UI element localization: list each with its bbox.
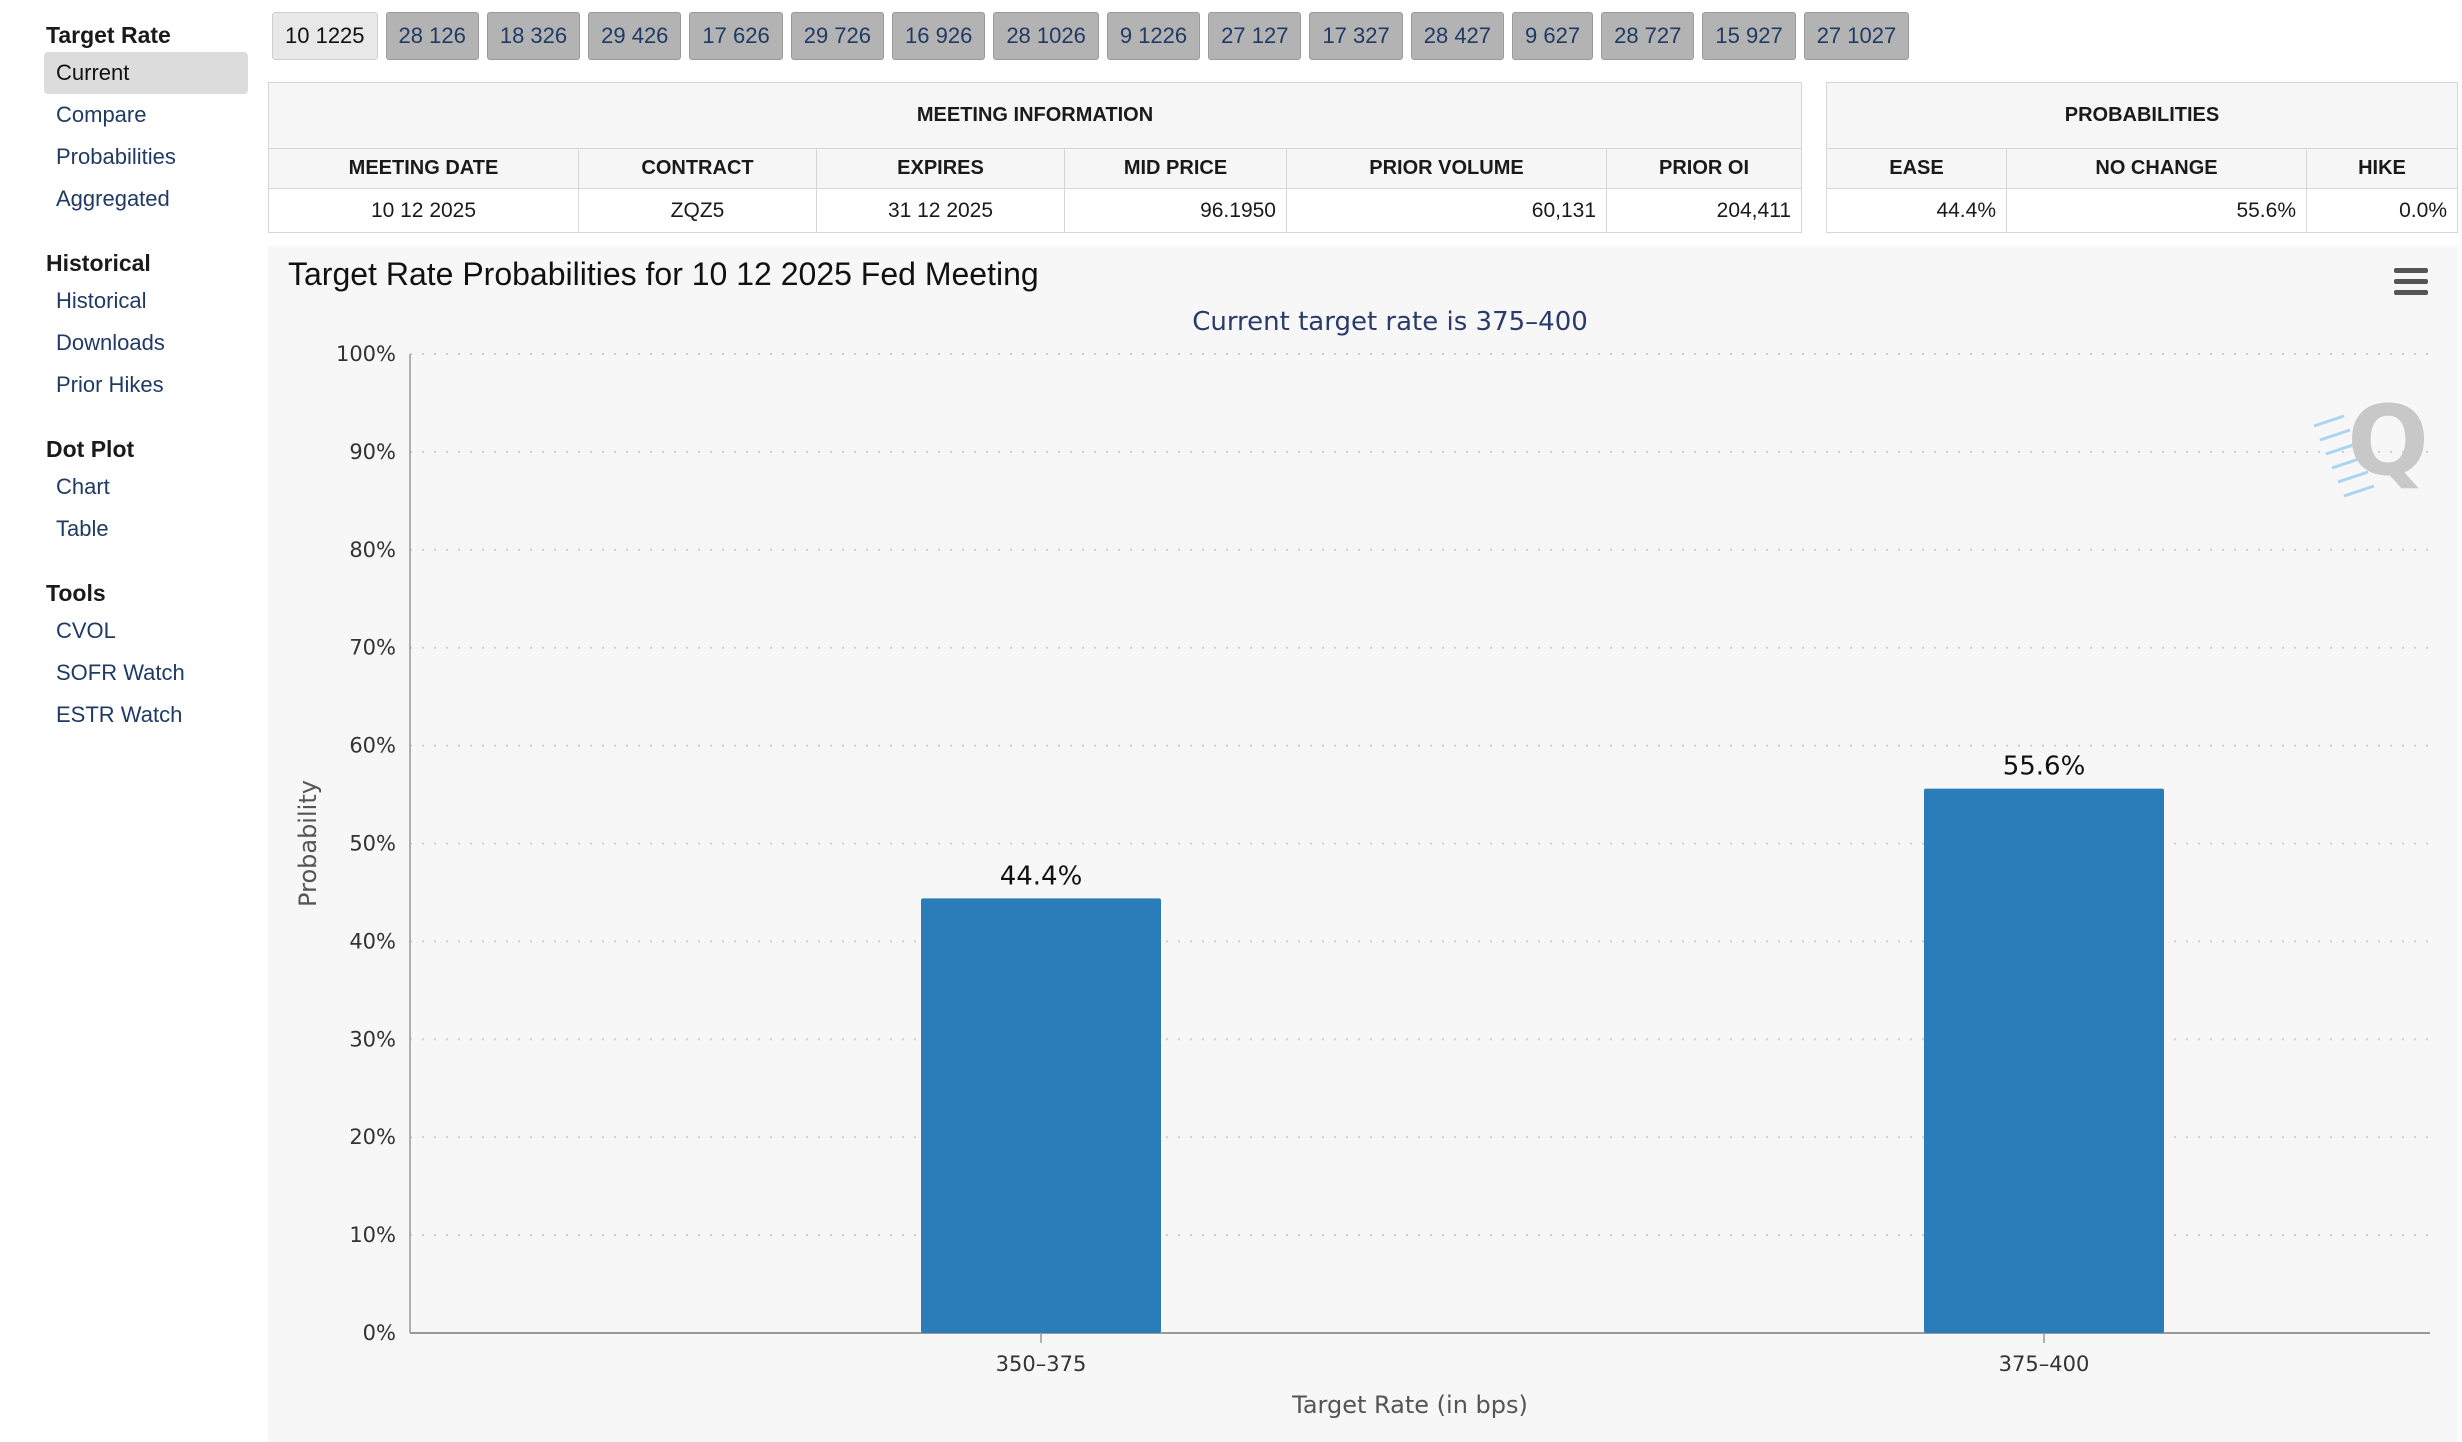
sidebar-heading: Target Rate (46, 22, 171, 48)
hike-value: 0.0% (2306, 188, 2458, 233)
y-tick-label: 80% (349, 538, 396, 562)
contract-value: ZQZ5 (578, 188, 817, 233)
meeting-date-value: 10 12 2025 (268, 188, 579, 233)
sidebar-item-prior-hikes[interactable]: Prior Hikes (56, 372, 164, 397)
expires-value: 31 12 2025 (816, 188, 1065, 233)
sidebar-item-sofr-watch[interactable]: SOFR Watch (56, 660, 185, 685)
tab-meeting-17-626[interactable]: 17 626 (689, 12, 783, 60)
sidebar-item-probabilities[interactable]: Probabilities (56, 144, 176, 169)
header-prior-oi: PRIOR OI (1606, 148, 1802, 189)
y-tick-label: 50% (349, 832, 396, 856)
probabilities-title: PROBABILITIES (1826, 82, 2458, 149)
sidebar-item-downloads[interactable]: Downloads (56, 330, 165, 355)
sidebar-group-dot-plot: Dot Plot Chart Table (44, 432, 248, 550)
sidebar-item-estr-watch[interactable]: ESTR Watch (56, 702, 183, 727)
header-no-change: NO CHANGE (2006, 148, 2307, 189)
bar-data-label: 44.4% (1000, 861, 1083, 891)
tab-meeting-9-1226[interactable]: 9 1226 (1106, 12, 1201, 60)
x-tick-label: 350–375 (996, 1352, 1087, 1376)
x-tick-label: 375–400 (1999, 1352, 2090, 1376)
tab-meeting-9-627[interactable]: 9 627 (1512, 12, 1594, 60)
y-tick-label: 70% (349, 636, 396, 660)
sidebar-item-historical[interactable]: Historical (56, 288, 147, 313)
y-tick-label: 100% (336, 342, 396, 366)
header-contract: CONTRACT (578, 148, 817, 189)
mid-price-value: 96.1950 (1064, 188, 1287, 233)
tab-meeting-27-1027[interactable]: 27 1027 (1803, 12, 1910, 60)
y-tick-label: 90% (349, 440, 396, 464)
tab-meeting-28-727[interactable]: 28 727 (1601, 12, 1695, 60)
meeting-information-table: MEETING INFORMATION MEETING DATE CONTRAC… (268, 82, 1802, 233)
probabilities-table: PROBABILITIES EASE NO CHANGE HIKE 44.4% … (1826, 82, 2458, 233)
watermark-letter: Q (2347, 385, 2429, 497)
bar-375-400 (1924, 788, 2164, 1333)
y-tick-label: 60% (349, 734, 396, 758)
tab-meeting-29-726[interactable]: 29 726 (790, 12, 885, 60)
bar-data-label: 55.6% (2003, 752, 2086, 782)
y-tick-label: 30% (349, 1027, 396, 1051)
sidebar-heading: Dot Plot (46, 436, 135, 462)
prior-oi-value: 204,411 (1606, 188, 1802, 233)
tab-meeting-17-327[interactable]: 17 327 (1309, 12, 1403, 60)
y-axis-title: Probability (294, 780, 322, 907)
ease-value: 44.4% (1826, 188, 2007, 233)
bar-350-375 (921, 898, 1161, 1333)
sidebar-item-current[interactable]: Current (44, 52, 248, 94)
header-hike: HIKE (2306, 148, 2458, 189)
y-tick-label: 20% (349, 1125, 396, 1149)
sidebar-group-historical: Historical Historical Downloads Prior Hikes (44, 246, 248, 406)
x-axis-title: Target Rate (in bps) (1291, 1391, 1528, 1419)
sidebar: Target Rate Current Compare Probabilities Ag… (44, 18, 248, 762)
tab-meeting-29-426[interactable]: 29 426 (588, 12, 682, 60)
meeting-information-title: MEETING INFORMATION (268, 82, 1802, 149)
tab-meeting-18-326[interactable]: 18 326 (486, 12, 581, 60)
sidebar-group-tools: Tools CVOL SOFR Watch ESTR Watch (44, 576, 248, 736)
header-meeting-date: MEETING DATE (268, 148, 579, 189)
y-tick-label: 0% (363, 1321, 396, 1345)
sidebar-item-compare[interactable]: Compare (56, 102, 147, 127)
chart-subtitle: Current target rate is 375–400 (1192, 307, 1588, 337)
watermark-logo: Q (2313, 385, 2429, 498)
prior-volume-value: 60,131 (1286, 188, 1607, 233)
no-change-value: 55.6% (2006, 188, 2307, 233)
chart-panel: Current target rate is 375–400 0% 10% 20% 30… (268, 246, 2458, 1442)
header-expires: EXPIRES (816, 148, 1065, 189)
y-tick-label: 40% (349, 929, 396, 953)
table-row: 44.4% 55.6% 0.0% (1826, 188, 2458, 233)
tab-meeting-28-1026[interactable]: 28 1026 (993, 12, 1099, 60)
tab-meeting-16-926[interactable]: 16 926 (892, 12, 986, 60)
table-row: 10 12 2025 ZQZ5 31 12 2025 96.1950 60,13… (268, 188, 1802, 233)
y-tick-label: 10% (349, 1223, 396, 1247)
sidebar-item-table[interactable]: Table (56, 516, 109, 541)
sidebar-item-aggregated[interactable]: Aggregated (56, 186, 170, 211)
chart-menu-icon[interactable] (2394, 268, 2428, 298)
sidebar-heading: Tools (46, 580, 106, 606)
tab-meeting-10-1225[interactable]: 10 1225 (272, 12, 378, 60)
tab-meeting-28-126[interactable]: 28 126 (385, 12, 479, 60)
tab-meeting-15-927[interactable]: 15 927 (1702, 12, 1796, 60)
sidebar-item-cvol[interactable]: CVOL (56, 618, 116, 643)
sidebar-heading: Historical (46, 250, 151, 276)
sidebar-item-chart[interactable]: Chart (56, 474, 110, 499)
chart-title: Target Rate Probabilities for 10 12 2025… (288, 256, 1039, 292)
header-mid-price: MID PRICE (1064, 148, 1287, 189)
tab-meeting-27-127[interactable]: 27 127 (1208, 12, 1302, 60)
meeting-date-tabs: 10 1225 28 126 18 326 29 426 17 626 29 726 16 … (272, 12, 1910, 60)
header-ease: EASE (1826, 148, 2007, 189)
sidebar-group-target-rate: Target Rate Current Compare Probabilities Ag… (44, 18, 248, 220)
tab-meeting-28-427[interactable]: 28 427 (1410, 12, 1505, 60)
header-prior-volume: PRIOR VOLUME (1286, 148, 1607, 189)
probability-bar-chart: Current target rate is 375–400 0% 10% 20% 30… (294, 307, 2430, 1419)
